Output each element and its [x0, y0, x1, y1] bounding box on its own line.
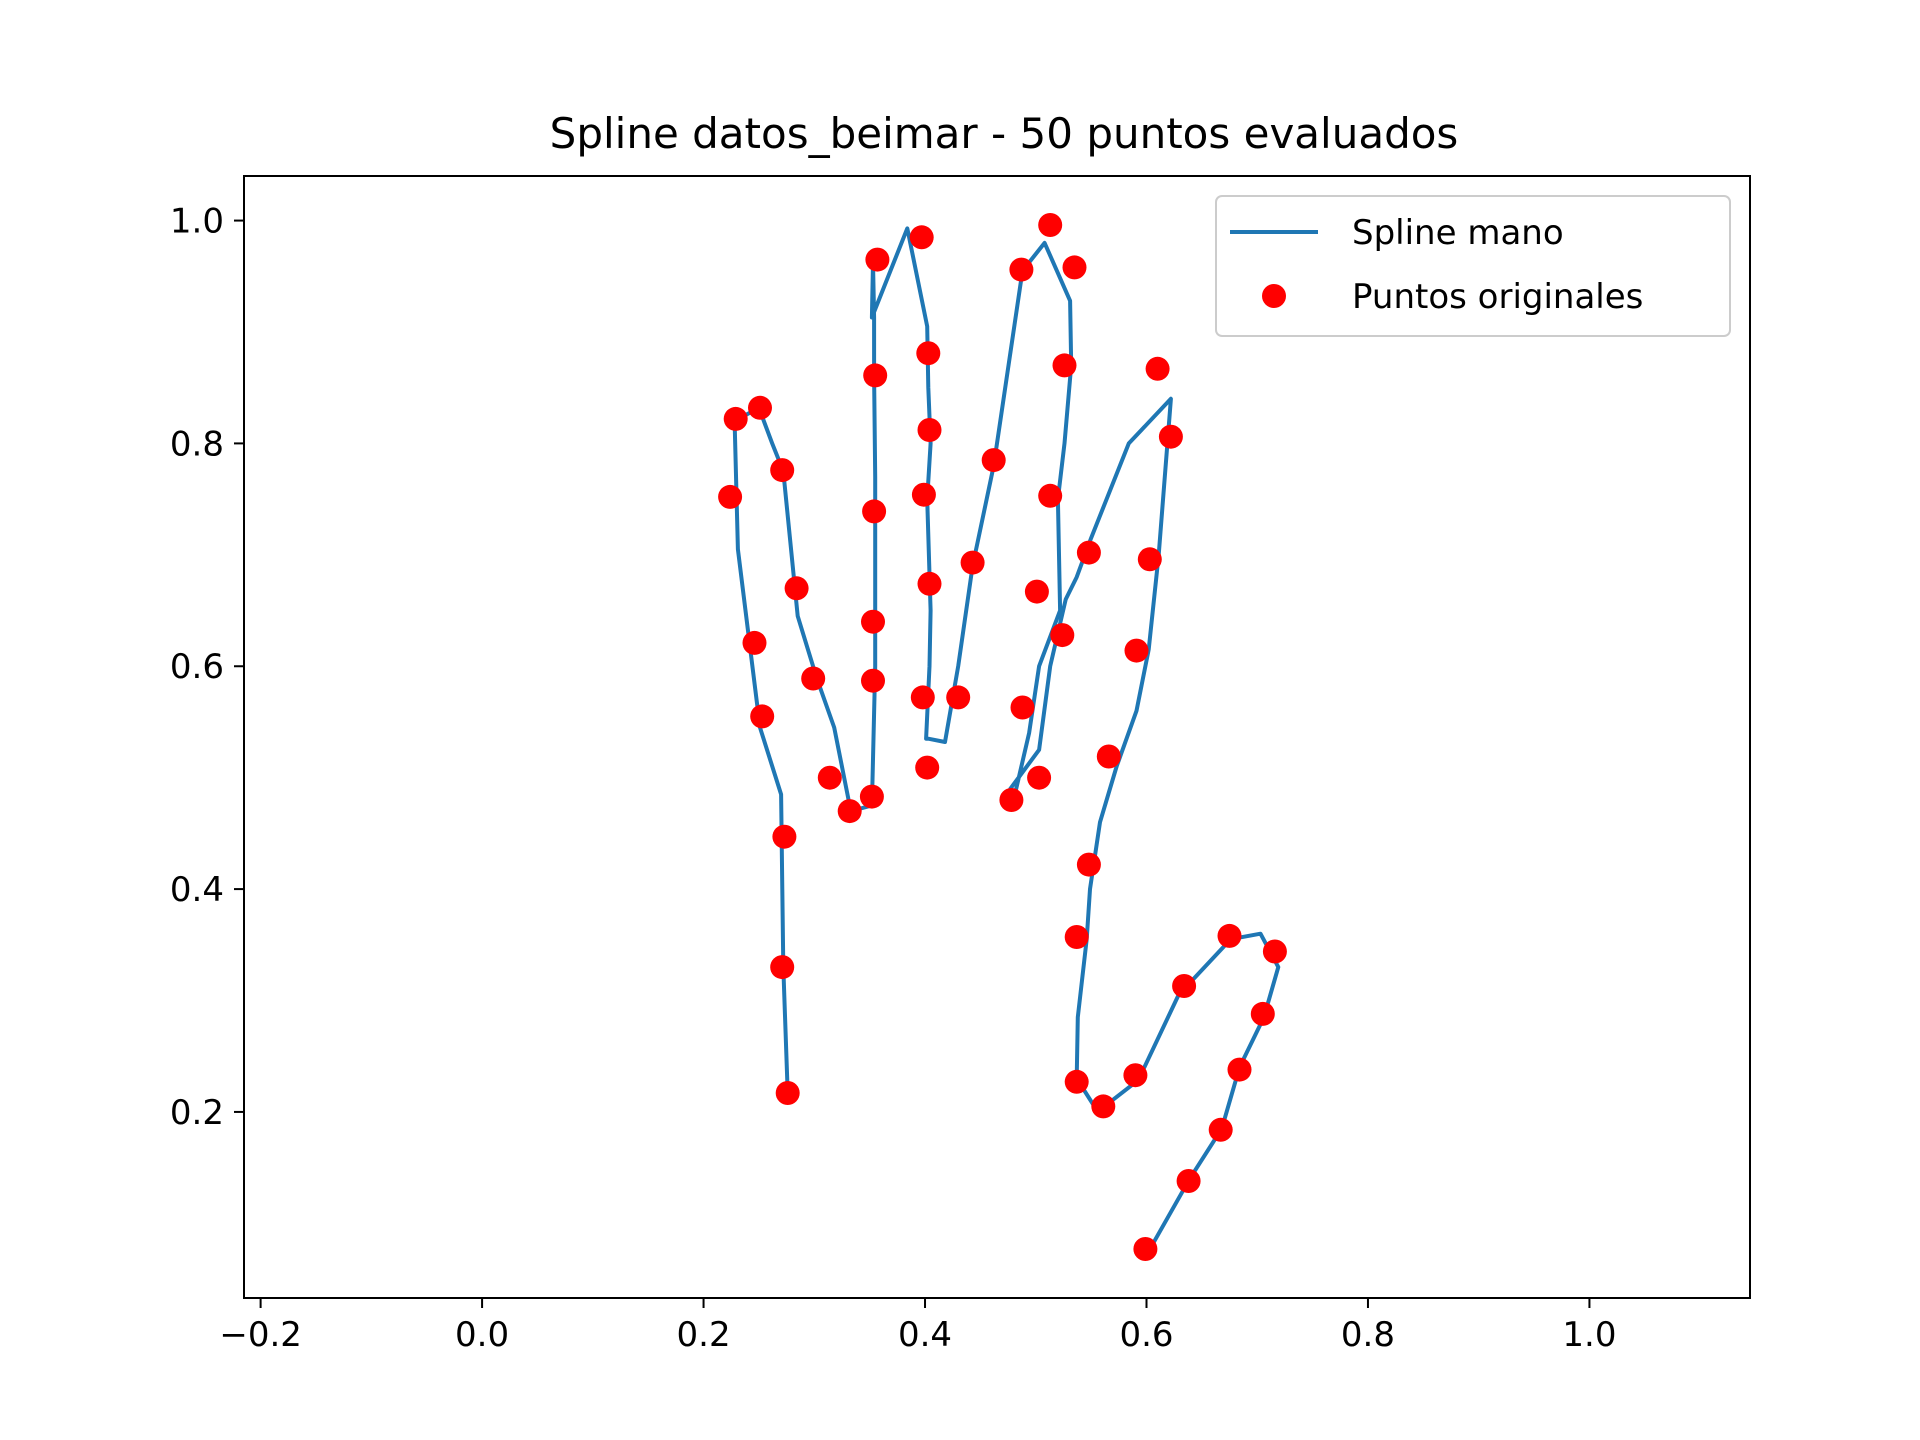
data-point — [917, 418, 942, 442]
x-tick-label: 1.0 — [1562, 1315, 1616, 1355]
data-point — [915, 755, 940, 780]
data-point — [861, 668, 885, 693]
data-point — [1076, 852, 1101, 877]
x-tick-label: 0.0 — [455, 1315, 509, 1355]
legend-entry-spline: Spline mano — [1352, 213, 1564, 253]
legend-point-swatch — [1262, 284, 1286, 308]
data-point — [837, 799, 862, 824]
data-point — [1137, 547, 1162, 572]
data-point — [863, 363, 888, 388]
legend-box — [1215, 195, 1731, 337]
x-tick-label: 0.8 — [1341, 1315, 1395, 1355]
data-point — [862, 499, 887, 524]
data-point — [801, 666, 826, 691]
data-point — [1009, 257, 1034, 282]
data-point — [784, 576, 809, 601]
data-point — [1024, 579, 1049, 604]
data-point — [817, 765, 842, 790]
data-point — [1076, 540, 1101, 565]
legend: Spline mano Puntos originales — [1215, 195, 1731, 337]
data-point — [1208, 1117, 1233, 1142]
data-point — [1145, 356, 1170, 381]
x-tick-label: 0.6 — [1119, 1315, 1173, 1355]
data-point — [1172, 974, 1197, 998]
axes-frame — [243, 175, 1751, 1299]
data-point — [861, 609, 885, 634]
data-point — [1064, 925, 1089, 949]
data-point — [770, 458, 795, 483]
data-point — [775, 1081, 800, 1105]
data-point — [1124, 638, 1149, 663]
data-point — [981, 448, 1006, 473]
data-point — [1050, 623, 1075, 648]
data-point — [1038, 483, 1063, 508]
y-axis: 0.2 0.4 0.6 0.8 1.0 — [170, 202, 244, 1133]
plot-area — [244, 176, 1750, 1298]
data-point — [917, 571, 942, 596]
legend-entry-points: Puntos originales — [1352, 277, 1643, 317]
x-tick-label: 0.4 — [898, 1315, 952, 1355]
data-point — [770, 955, 795, 980]
data-point — [772, 824, 797, 849]
data-point — [1227, 1057, 1252, 1082]
x-axis: −0.2 0.0 0.2 0.4 0.6 0.8 1.0 — [219, 1298, 1616, 1355]
data-point — [1096, 744, 1121, 769]
data-point — [1038, 213, 1063, 237]
data-point — [910, 685, 935, 710]
data-point — [999, 788, 1024, 812]
data-point — [718, 484, 743, 509]
y-tick-label: 0.6 — [170, 647, 224, 687]
y-tick-label: 0.2 — [170, 1093, 224, 1133]
y-tick-label: 0.8 — [170, 424, 224, 464]
data-point — [909, 225, 934, 250]
data-point — [960, 550, 985, 575]
y-tick-label: 0.4 — [170, 870, 224, 910]
data-point — [1062, 255, 1087, 280]
data-point — [916, 341, 941, 366]
data-point — [865, 247, 890, 272]
data-point — [748, 395, 772, 420]
data-point — [750, 704, 775, 729]
data-point — [911, 482, 936, 507]
data-point — [723, 406, 748, 431]
y-tick-label: 1.0 — [170, 202, 224, 242]
data-point — [1052, 353, 1077, 378]
data-point — [742, 630, 767, 655]
data-point — [1091, 1094, 1116, 1119]
data-point — [1176, 1169, 1201, 1193]
data-point — [1133, 1237, 1158, 1261]
x-tick-label: −0.2 — [219, 1315, 302, 1355]
x-tick-label: 0.2 — [677, 1315, 731, 1355]
data-point — [946, 685, 971, 710]
data-point — [1250, 1001, 1275, 1026]
data-point — [1010, 695, 1035, 720]
data-point — [1027, 765, 1052, 790]
data-point — [1262, 939, 1287, 964]
data-point — [1158, 424, 1183, 449]
data-point — [1123, 1063, 1148, 1088]
data-point — [859, 784, 884, 809]
data-point — [1217, 923, 1242, 948]
points-layer — [718, 213, 1287, 1261]
data-point — [1064, 1069, 1089, 1094]
chart-title: Spline datos_beimar - 50 puntos evaluado… — [550, 109, 1459, 158]
axes-background — [244, 176, 1750, 1298]
